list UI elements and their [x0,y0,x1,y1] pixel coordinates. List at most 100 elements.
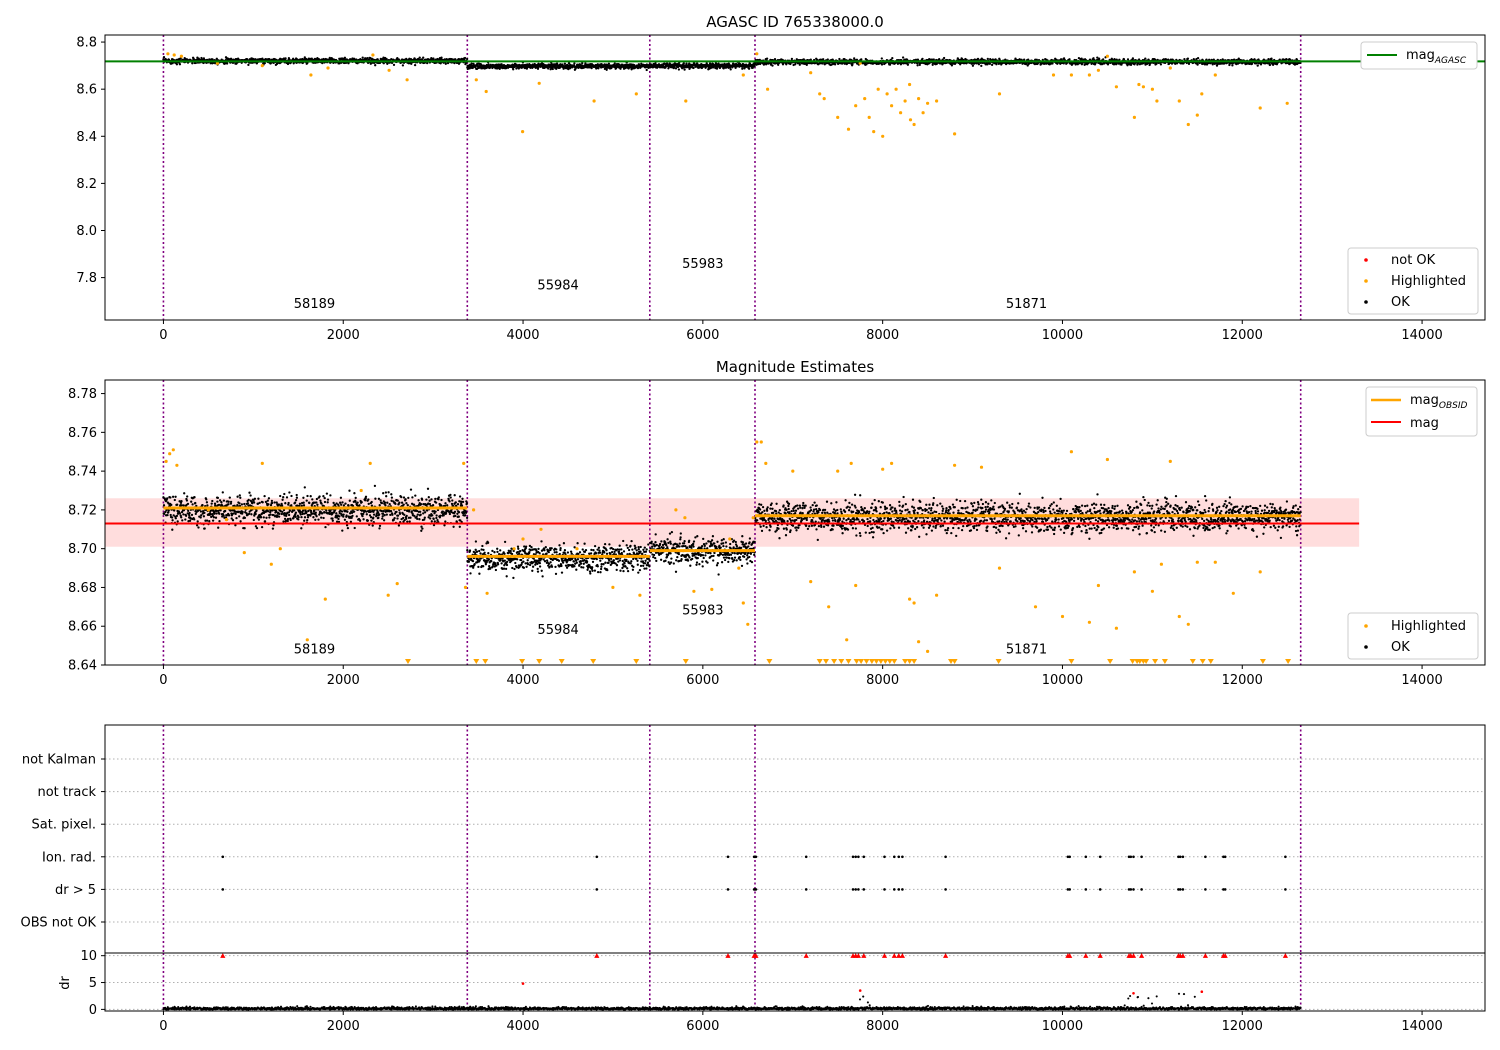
ok-point [193,496,196,499]
ok-point [325,492,329,495]
ok-point [302,501,305,504]
ok-point [206,504,209,507]
highlighted-point [179,54,183,58]
ok-point [1231,64,1234,67]
highlighted-point [1150,87,1154,91]
highlighted-point [1177,99,1181,103]
ok-point [331,517,334,520]
ok-point [305,511,308,514]
highlighted-point [1186,122,1190,127]
highlighted-point [863,97,867,101]
ok-point [1144,57,1147,60]
ok-point [243,527,246,530]
ok-point [191,62,194,65]
highlighted-point [474,78,478,82]
ok-point [169,496,172,499]
ok-point [178,512,182,515]
ok-point [990,63,994,67]
ok-point [322,516,325,520]
highlighted-point [172,53,176,57]
ok-point [325,509,328,512]
ok-point [390,57,393,61]
ok-point [318,495,321,498]
ok-point [838,57,841,61]
ok-point [162,56,166,59]
ok-point [197,526,200,529]
ok-point [171,519,174,522]
ok-point [860,58,863,61]
ok-point [220,500,223,504]
highlighted-point [1096,68,1100,72]
ok-point [551,67,554,71]
ok-point [243,502,246,506]
ok-point [1120,63,1123,66]
ok-point [1270,57,1273,60]
ok-point [178,63,182,66]
ok-point [289,518,292,522]
highlighted-point [1132,115,1136,119]
ok-point [240,503,244,506]
ok-point [1129,63,1133,67]
highlighted-point [1087,73,1091,77]
ok-point [175,514,179,518]
highlighted-point [822,97,826,101]
ok-point [221,491,224,494]
ok-point [607,62,611,65]
ok-point [222,514,225,517]
ok-point [252,501,256,504]
ok-point [282,496,285,499]
ok-point [298,502,302,505]
ok-point [677,68,681,71]
ok-point [199,510,203,513]
ok-point [303,519,306,522]
obsid-label: 51871 [1006,297,1047,312]
y-tick-label: 8.2 [76,177,97,192]
ok-point [355,58,358,61]
ok-point [225,62,229,65]
ok-point [988,62,992,65]
ok-point [196,520,199,523]
ok-point [361,56,364,59]
ok-point [654,62,657,65]
ok-point [246,502,250,505]
highlighted-point [684,99,688,103]
obsid-label: 58189 [294,297,335,312]
y-tick-label: 7.8 [76,271,97,286]
ok-point [227,503,230,506]
highlighted-point [1141,85,1145,89]
highlighted-point [1069,73,1073,77]
ok-point [323,511,326,514]
y-tick-label: 8.4 [76,130,97,145]
ok-point [238,515,241,518]
ok-point [191,503,194,506]
ok-point [366,57,369,60]
ok-point [249,494,252,497]
highlighted-point [872,130,876,134]
ok-point [162,504,166,507]
ok-point [255,526,259,530]
ok-point [747,67,751,70]
ok-point [301,512,304,516]
ok-point [248,491,251,494]
ok-point [266,499,269,502]
y-tick-label: 8.8 [76,36,97,51]
ok-point [605,68,608,71]
ok-point [853,57,856,60]
legend-marker-not-ok [1364,258,1368,262]
ok-point [321,512,324,515]
ok-point [255,509,258,512]
ok-point [296,504,299,507]
ok-point [227,500,230,503]
ok-point [231,519,235,522]
obsid-label: 55983 [682,257,723,272]
ok-point [1131,57,1135,60]
ok-point [239,520,242,523]
highlighted-point [634,92,638,96]
agasc-panel: AGASC ID 765338000.0 5818955984559835187… [76,13,1486,343]
ok-point [765,57,769,60]
ok-point [1186,57,1190,60]
ok-point [297,518,300,521]
ok-point [315,497,319,501]
ok-point [309,495,312,498]
ok-point [235,516,238,520]
